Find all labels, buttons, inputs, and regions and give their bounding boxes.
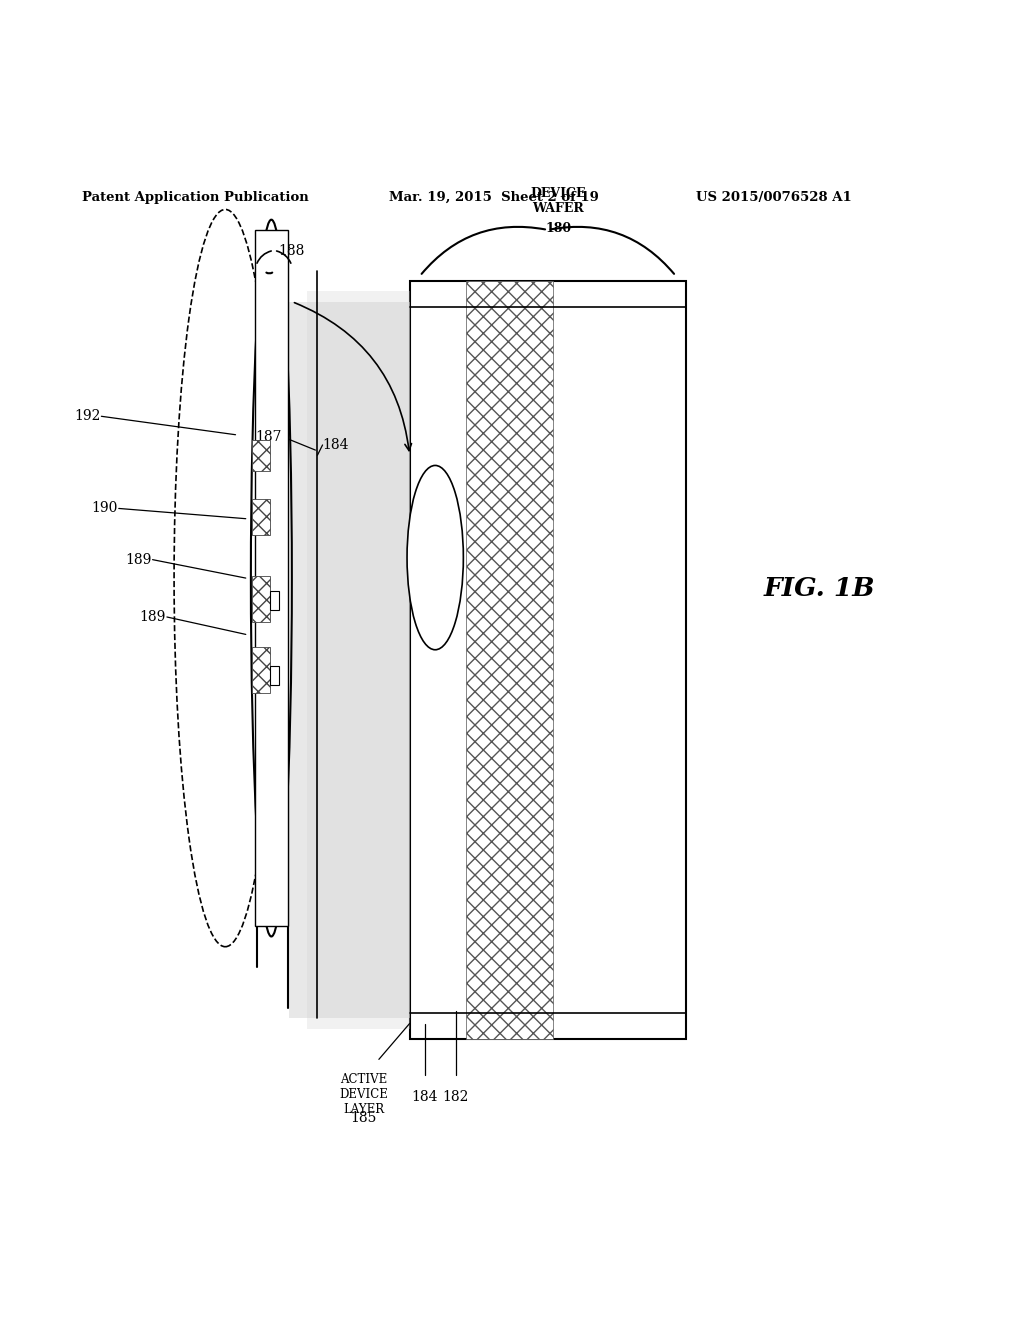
Bar — [252, 499, 270, 535]
Text: 182: 182 — [442, 1090, 469, 1104]
Text: 184: 184 — [323, 438, 349, 451]
Ellipse shape — [251, 219, 292, 936]
Text: 188: 188 — [279, 244, 305, 257]
Text: US 2015/0076528 A1: US 2015/0076528 A1 — [696, 191, 852, 205]
Text: 189: 189 — [139, 610, 166, 624]
Text: DEVICE
WAFER: DEVICE WAFER — [530, 186, 586, 215]
Bar — [410, 281, 686, 1039]
Text: 190: 190 — [91, 502, 118, 515]
Bar — [307, 292, 410, 1028]
Text: 192: 192 — [74, 409, 100, 424]
Bar — [252, 647, 270, 693]
Ellipse shape — [408, 466, 464, 649]
Text: ACTIVE
DEVICE
LAYER: ACTIVE DEVICE LAYER — [339, 1073, 388, 1115]
Text: Patent Application Publication: Patent Application Publication — [82, 191, 308, 205]
Bar — [252, 576, 270, 622]
Text: Mar. 19, 2015  Sheet 2 of 19: Mar. 19, 2015 Sheet 2 of 19 — [389, 191, 599, 205]
Text: 180: 180 — [545, 222, 571, 235]
Bar — [255, 230, 288, 927]
Bar — [466, 281, 553, 1039]
Text: 187: 187 — [255, 430, 282, 444]
Bar — [270, 667, 279, 685]
Text: FIG. 1B: FIG. 1B — [764, 576, 874, 601]
Bar — [252, 440, 270, 470]
Text: 189: 189 — [125, 553, 152, 566]
Bar — [270, 591, 279, 610]
Text: 184: 184 — [412, 1090, 438, 1104]
Polygon shape — [289, 301, 410, 1019]
Text: 185: 185 — [350, 1110, 377, 1125]
